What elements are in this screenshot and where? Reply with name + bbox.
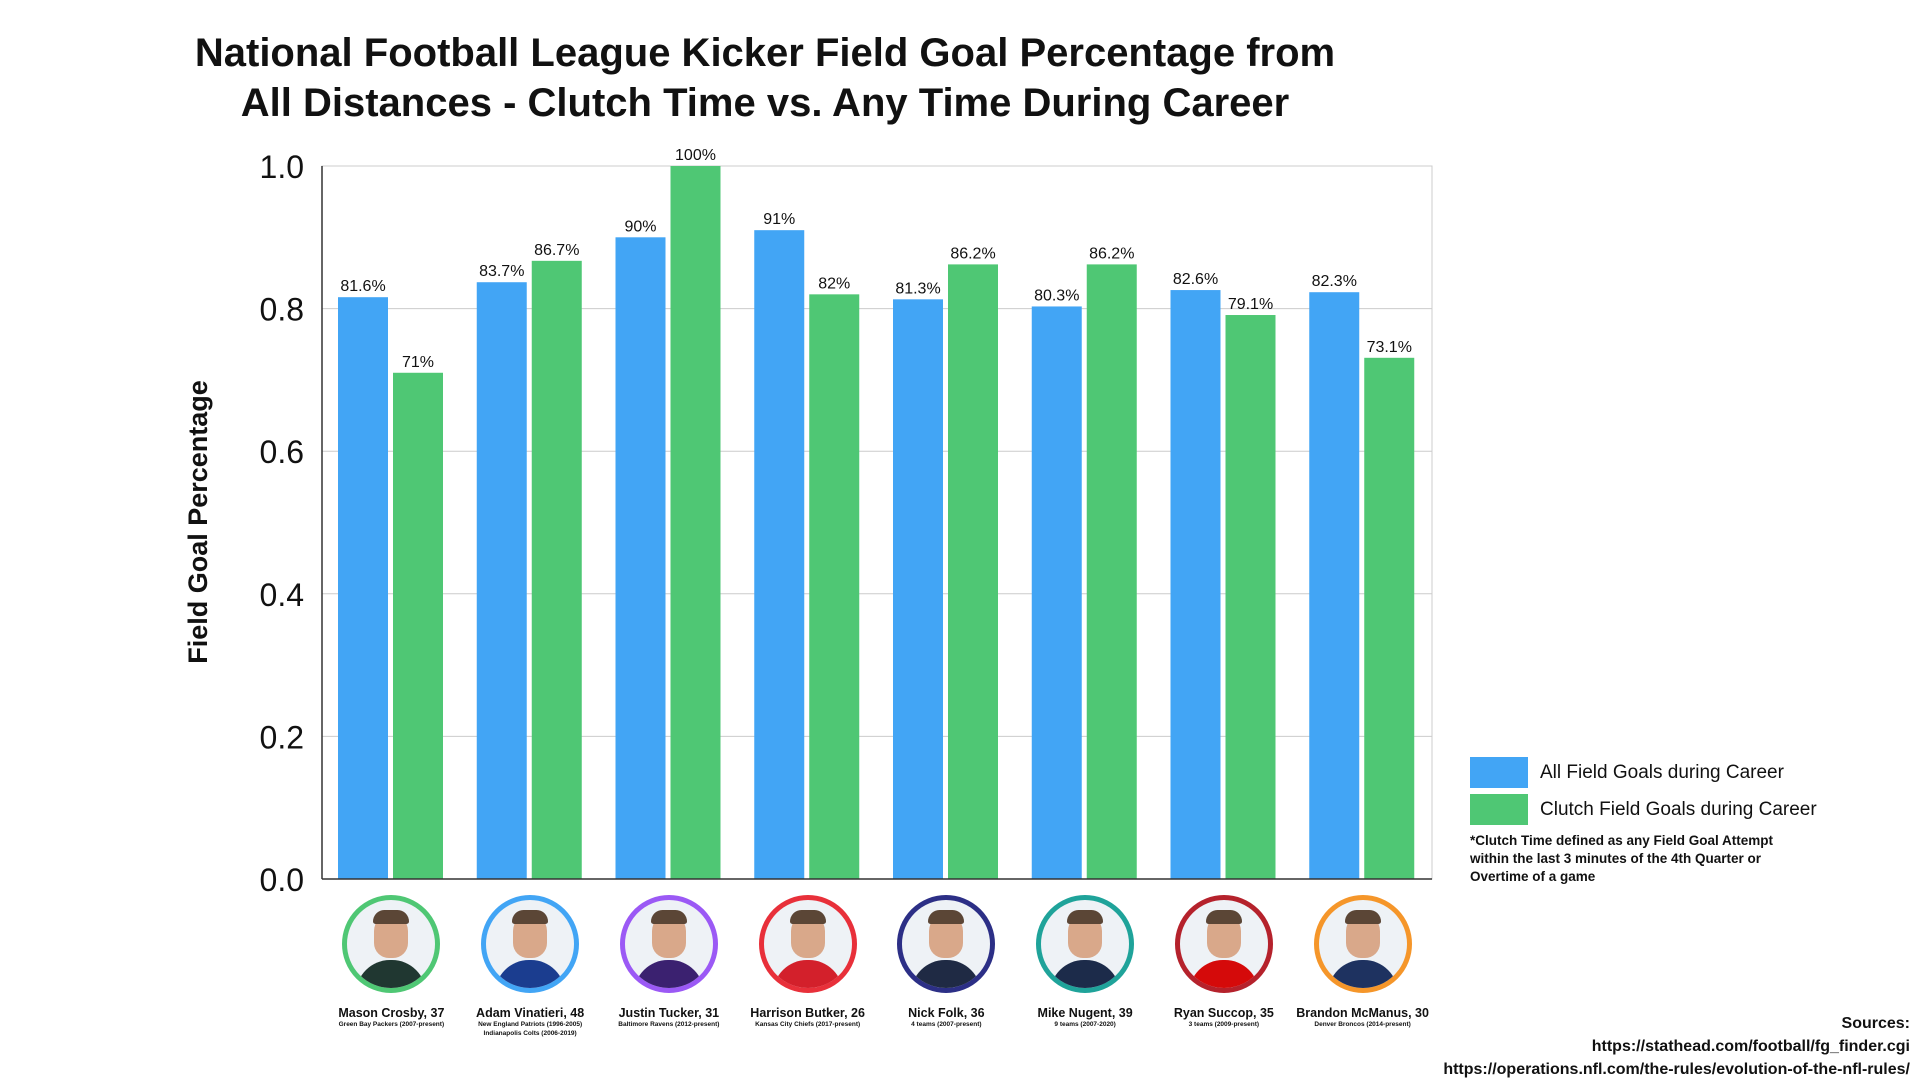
bar-all: [893, 299, 943, 879]
bar-value-label: 81.3%: [895, 280, 940, 297]
player-team: New England Patriots (1996-2005): [478, 1021, 583, 1028]
bar-value-label: 71%: [402, 354, 434, 371]
bar-all: [754, 230, 805, 880]
bar-all: [338, 297, 388, 879]
sources-heading: Sources:: [1841, 1015, 1910, 1032]
player-photo-icon: [619, 895, 718, 993]
bar-all: [615, 237, 666, 880]
player-name: Mason Crosby, 37: [338, 1006, 445, 1020]
player-photo-icon: [897, 895, 996, 993]
note-line: *Clutch Time defined as any Field Goal A…: [1470, 833, 1774, 848]
player-team: Baltimore Ravens (2012-present): [618, 1021, 720, 1028]
legend-label-all: All Field Goals during Career: [1540, 761, 1784, 783]
player-name: Adam Vinatieri, 48: [476, 1006, 585, 1020]
legend: All Field Goals during Career Clutch Fie…: [1470, 757, 1910, 831]
bar-clutch: [809, 294, 860, 880]
player-name: Harrison Butker, 26: [750, 1006, 865, 1020]
bar-clutch: [393, 372, 443, 879]
source-link[interactable]: https://operations.nfl.com/the-rules/evo…: [1443, 1061, 1910, 1078]
player-photo-icon: [481, 895, 580, 993]
bar-value-label: 83.7%: [479, 263, 524, 280]
bar-value-label: 91%: [763, 211, 795, 228]
bar-clutch: [531, 260, 582, 880]
player-photo-icon: [342, 895, 441, 993]
y-tick-label: 0.2: [260, 719, 304, 755]
sources: Sources: https://stathead.com/football/f…: [1443, 1012, 1910, 1081]
player-team: 9 teams (2007-2020): [1054, 1021, 1116, 1028]
player-name: Justin Tucker, 31: [618, 1006, 720, 1020]
player-card: Brandon McManus, 30 Denver Broncos (2014-…: [1293, 895, 1433, 1029]
bar-clutch: [1364, 357, 1415, 879]
bar-value-label: 81.6%: [340, 278, 385, 295]
bar-chart: 81.6% 83.7% 90% 91% 81.3% 80.3% 82.6% 82.3% 71% 8…: [183, 147, 1433, 898]
legend-swatch-clutch: [1470, 794, 1528, 825]
bar-value-label: 82%: [818, 275, 850, 292]
y-tick-label: 0.8: [260, 292, 304, 328]
bar-value-label: 82.6%: [1173, 271, 1218, 288]
y-tick-label: 0.6: [260, 434, 304, 470]
legend-label-clutch: Clutch Field Goals during Career: [1540, 798, 1817, 820]
y-tick-label: 0.0: [260, 862, 304, 898]
player-team: 4 teams (2007-present): [911, 1021, 982, 1028]
y-axis-label: Field Goal Percentage: [183, 380, 213, 664]
bar-value-label: 86.2%: [950, 245, 995, 262]
bar-value-label: 90%: [624, 218, 656, 235]
note-line: within the last 3 minutes of the 4th Qua…: [1470, 851, 1762, 866]
source-link[interactable]: https://stathead.com/football/fg_finder.…: [1591, 1038, 1910, 1055]
bar-clutch: [1225, 315, 1276, 880]
chart-title-line-1: National Football League Kicker Field Go…: [194, 31, 1336, 75]
bar-all: [476, 282, 527, 879]
player-name: Brandon McManus, 30: [1296, 1006, 1429, 1020]
bar-value-label: 82.3%: [1312, 273, 1357, 290]
bar-all: [1031, 306, 1082, 879]
player-card: Justin Tucker, 31 Baltimore Ravens (2012-…: [599, 895, 739, 1029]
chart-title-line-2: All Distances - Clutch Time vs. Any Time…: [240, 81, 1290, 125]
bar-all: [1170, 290, 1221, 879]
bar-value-label: 86.7%: [534, 242, 579, 259]
bar-clutch: [670, 166, 721, 879]
bar-value-label: 73.1%: [1367, 339, 1412, 356]
bar-value-label: 80.3%: [1034, 287, 1079, 304]
bar-all: [1309, 292, 1360, 879]
bar-clutch: [1086, 264, 1137, 879]
player-card: Mike Nugent, 39 9 teams (2007-2020): [1015, 895, 1155, 1029]
player-team: Green Bay Packers (2007-present): [338, 1021, 445, 1028]
player-photo-icon: [1036, 895, 1135, 993]
chart-title: National Football League Kicker Field Go…: [0, 28, 1530, 128]
player-team: 3 teams (2009-present): [1188, 1021, 1260, 1028]
player-photo-icon: [1313, 895, 1412, 993]
clutch-time-note: *Clutch Time defined as any Field Goal A…: [1470, 832, 1890, 886]
player-team: Kansas City Chiefs (2017-present): [755, 1021, 861, 1028]
legend-item-all: All Field Goals during Career: [1470, 757, 1910, 788]
bar-value-label: 86.2%: [1089, 245, 1134, 262]
y-tick-label: 1.0: [260, 149, 304, 185]
player-team: Denver Broncos (2014-present): [1314, 1021, 1411, 1028]
y-tick-label: 0.4: [260, 577, 304, 613]
note-line: Overtime of a game: [1470, 869, 1596, 884]
legend-swatch-all: [1470, 757, 1528, 788]
legend-item-clutch: Clutch Field Goals during Career: [1470, 794, 1910, 825]
player-card: Harrison Butker, 26 Kansas City Chiefs (2…: [738, 895, 878, 1029]
player-card: Ryan Succop, 35 3 teams (2009-present): [1154, 895, 1294, 1029]
player-team: Indianapolis Colts (2006-2019): [483, 1030, 577, 1037]
player-photo-icon: [758, 895, 857, 993]
player-card: Mason Crosby, 37 Green Bay Packers (2007-…: [321, 895, 461, 1029]
player-card: Nick Folk, 36 4 teams (2007-present): [876, 895, 1016, 1029]
player-card: Adam Vinatieri, 48 New England Patriots (…: [460, 895, 600, 1038]
bar-value-label: 100%: [675, 147, 716, 164]
player-photo-icon: [1174, 895, 1273, 993]
player-name: Mike Nugent, 39: [1037, 1006, 1133, 1020]
player-name: Nick Folk, 36: [908, 1006, 985, 1020]
bar-value-label: 79.1%: [1228, 296, 1273, 313]
player-name: Ryan Succop, 35: [1173, 1006, 1274, 1020]
bar-clutch: [948, 264, 998, 879]
